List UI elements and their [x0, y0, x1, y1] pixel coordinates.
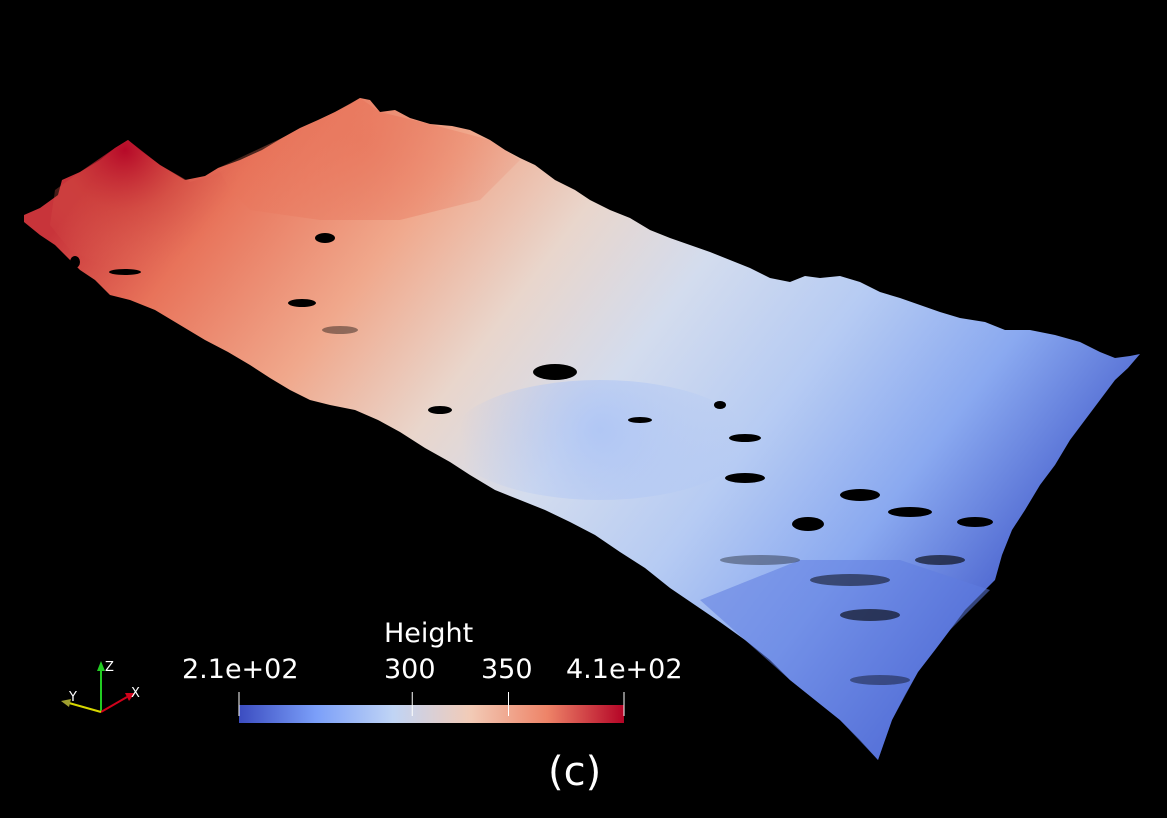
scalar-bar-title: Height — [384, 618, 474, 649]
peak-region — [50, 140, 240, 270]
x-axis-arrow-icon — [125, 693, 135, 701]
z-axis-label: Z — [105, 660, 114, 675]
x-axis-label: X — [131, 686, 140, 701]
y-axis-arrow-icon — [61, 699, 71, 707]
scalar-bar-tick-label: 4.1e+02 — [566, 654, 683, 685]
south-slope — [700, 560, 990, 760]
y-axis-line — [68, 702, 102, 713]
x-axis-line — [100, 696, 128, 713]
scalar-bar-ticks — [238, 692, 625, 716]
scalar-bar-gradient — [239, 705, 624, 723]
mesh-holes — [70, 233, 993, 685]
ridge-region — [218, 98, 520, 220]
scalar-bar-tick-label: 2.1e+02 — [182, 654, 299, 685]
valley-region — [450, 380, 750, 500]
y-axis-label: Y — [68, 690, 77, 705]
scalar-bar-tick-label: 350 — [481, 654, 533, 685]
z-axis-arrow-icon — [97, 661, 105, 671]
orientation-axes[interactable]: Z X Y — [55, 655, 155, 720]
figure-label: (c) — [548, 749, 602, 795]
scalar-bar[interactable] — [230, 688, 630, 728]
scalar-bar-tick-label: 300 — [384, 654, 436, 685]
